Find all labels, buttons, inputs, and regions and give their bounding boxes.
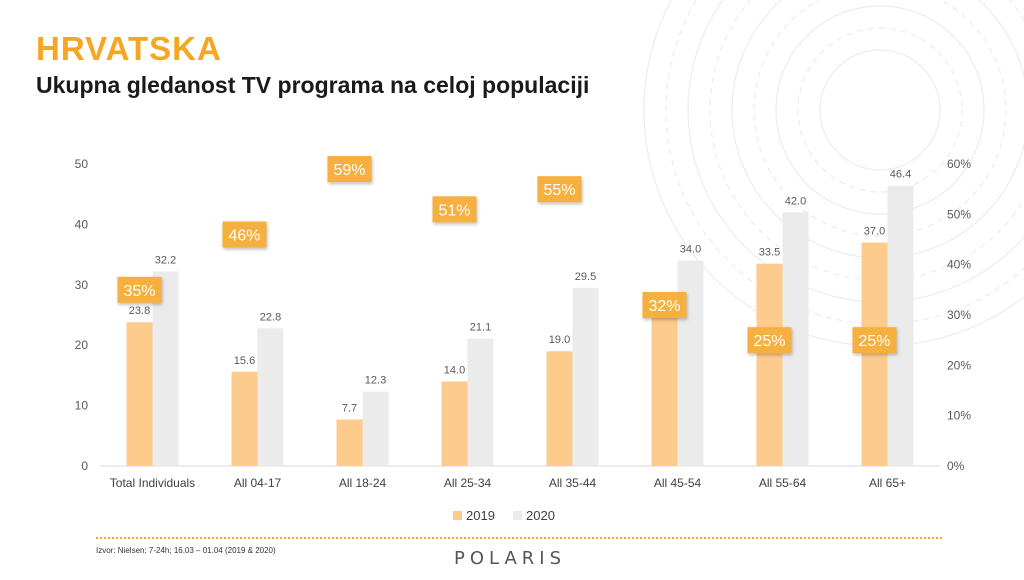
bar-2020	[677, 260, 704, 466]
growth-badge	[537, 176, 582, 203]
data-label: 19.0	[549, 334, 570, 346]
data-label: 32.2	[155, 255, 176, 267]
data-label: 37.0	[864, 226, 885, 238]
x-tick-label: All 45-54	[654, 476, 702, 490]
growth-badge-label: 55%	[543, 182, 575, 199]
bar-2019	[861, 242, 888, 466]
decor-arc	[775, 5, 985, 215]
bar-2020	[572, 287, 599, 466]
data-label: 15.6	[234, 355, 255, 367]
y-tick-label: 40	[75, 217, 89, 231]
legend-label: 2020	[526, 508, 555, 523]
bar-2019	[546, 351, 573, 466]
y2-tick-label: 60%	[947, 157, 971, 171]
growth-badge-label: 25%	[753, 333, 785, 350]
growth-badge-label: 35%	[123, 283, 155, 300]
data-label: 34.0	[680, 244, 701, 256]
data-label: 12.3	[365, 375, 386, 387]
growth-badge-label: 32%	[648, 298, 680, 315]
y2-tick-label: 0%	[947, 459, 965, 473]
y-tick-label: 30	[75, 278, 89, 292]
decor-arc	[797, 27, 963, 193]
growth-badge	[222, 221, 267, 248]
x-tick-label: All 04-17	[234, 476, 282, 490]
bar-2020	[887, 185, 914, 466]
legend-swatch-2019	[453, 511, 462, 520]
growth-badge-label: 46%	[228, 227, 260, 244]
y2-tick-label: 20%	[947, 358, 971, 372]
source-note: Izvor: Nielsen; 7-24h; 16.03 – 01.04 (20…	[96, 546, 276, 555]
footer-divider	[96, 537, 942, 539]
y-tick-label: 0	[81, 459, 88, 473]
x-tick-label: All 25-34	[444, 476, 492, 490]
growth-badge	[747, 327, 792, 354]
data-label: 23.8	[129, 305, 150, 317]
growth-badge-label: 51%	[438, 202, 470, 219]
growth-badge	[642, 291, 687, 318]
growth-badge	[852, 327, 897, 354]
bar-2019	[126, 322, 153, 466]
bar-2019	[231, 371, 258, 466]
x-tick-label: All 55-64	[759, 476, 807, 490]
data-label: 42.0	[785, 195, 806, 207]
x-tick-label: Total Individuals	[110, 476, 195, 490]
y-tick-label: 20	[75, 338, 89, 352]
decor-arc	[753, 0, 1007, 237]
bar-2020	[362, 391, 389, 466]
x-tick-label: All 65+	[869, 476, 906, 490]
growth-badge	[327, 156, 372, 183]
bar-2020	[152, 271, 179, 466]
y-tick-label: 50	[75, 157, 89, 171]
y2-tick-label: 40%	[947, 258, 971, 272]
bar-2019	[336, 419, 363, 466]
bar-2019	[756, 263, 783, 466]
data-label: 14.0	[444, 364, 465, 376]
bar-2020	[467, 338, 494, 466]
growth-badge	[117, 276, 162, 303]
data-label: 21.1	[470, 322, 491, 334]
bar-2019	[441, 381, 468, 466]
page-title: HRVATSKA	[36, 30, 222, 67]
y2-tick-label: 10%	[947, 409, 971, 423]
y-tick-label: 10	[75, 399, 89, 413]
legend-label: 2019	[466, 508, 495, 523]
bar-2020	[257, 328, 284, 466]
x-tick-label: All 18-24	[339, 476, 387, 490]
y2-tick-label: 30%	[947, 308, 971, 322]
data-label: 46.4	[890, 169, 911, 181]
data-label: 22.8	[260, 311, 281, 323]
x-tick-label: All 35-44	[549, 476, 597, 490]
legend-swatch-2020	[513, 511, 522, 520]
decor-arc	[819, 49, 941, 171]
polaris-logo: POLARIS	[454, 548, 567, 569]
decor-arc	[731, 0, 1024, 259]
y2-tick-label: 50%	[947, 207, 971, 221]
bar-2019	[651, 310, 678, 466]
growth-badge	[432, 196, 477, 223]
growth-badge-label: 25%	[858, 333, 890, 350]
growth-badge-label: 59%	[333, 162, 365, 179]
data-label: 29.5	[575, 271, 596, 283]
data-label: 33.5	[759, 247, 780, 259]
page-subtitle: Ukupna gledanost TV programa na celoj po…	[36, 72, 590, 98]
decor-arc	[665, 0, 1024, 325]
data-label: 7.7	[342, 402, 357, 414]
